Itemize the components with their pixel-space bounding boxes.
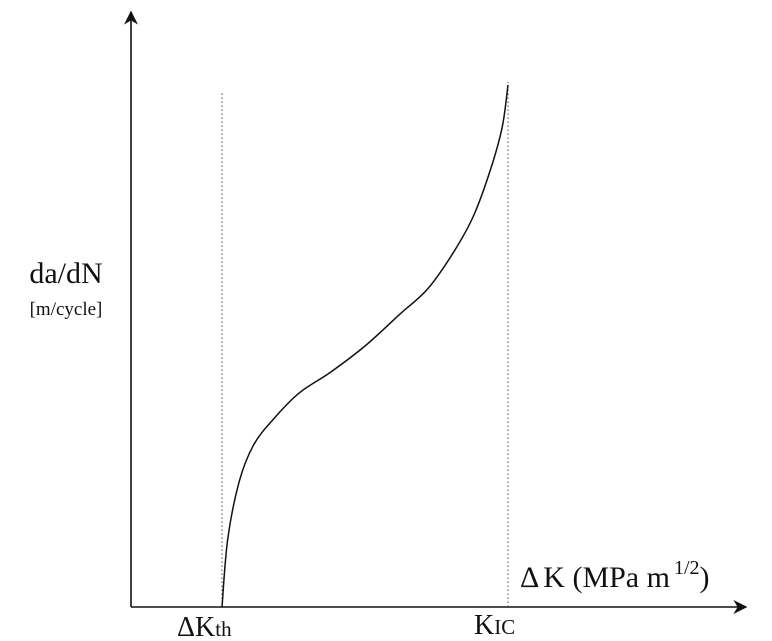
threshold-label-main: K (195, 612, 215, 641)
x-axis-label-exponent: 1/2 (674, 557, 700, 579)
y-axis-label: da/dN (29, 257, 102, 290)
threshold-label-delta: Δ (177, 612, 195, 641)
y-axis-unit: [m/cycle] (30, 299, 103, 320)
crack-growth-curve (221, 84, 509, 608)
threshold-label: ΔKth (177, 612, 232, 641)
threshold-label-sub: th (215, 617, 232, 641)
x-axis-label-main: K (MPa m (543, 561, 670, 594)
critical-label-main: K (474, 610, 494, 641)
critical-label: KIC (474, 610, 515, 641)
critical-label-sub: IC (494, 615, 515, 639)
x-axis-label-delta: Δ (520, 561, 539, 594)
x-axis-label-close: ) (700, 561, 710, 594)
